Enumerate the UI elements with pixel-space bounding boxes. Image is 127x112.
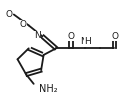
Text: O: O bbox=[67, 32, 74, 41]
Text: NH₂: NH₂ bbox=[39, 84, 57, 94]
Text: N: N bbox=[81, 37, 87, 46]
Text: O: O bbox=[112, 32, 118, 41]
Text: O: O bbox=[20, 20, 27, 29]
Text: H: H bbox=[84, 37, 91, 46]
Text: O: O bbox=[6, 10, 13, 19]
Text: N: N bbox=[34, 31, 41, 40]
